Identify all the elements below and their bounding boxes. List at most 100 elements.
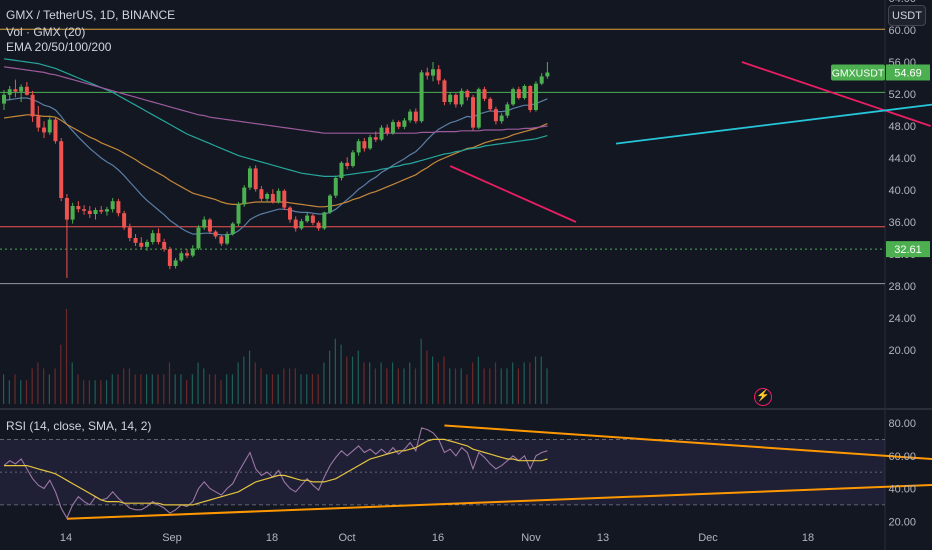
volume-bar: [386, 368, 388, 404]
candle-body: [87, 210, 92, 214]
volume-bar: [449, 368, 451, 404]
volume-bar: [71, 362, 73, 404]
candle-body: [499, 115, 504, 122]
candle-body: [528, 86, 533, 110]
alert-clock-icon[interactable]: ⚡: [754, 388, 772, 406]
candle-body: [522, 86, 527, 98]
time-tick-label: Nov: [521, 532, 541, 544]
volume-bar: [100, 380, 102, 404]
volume-bar: [466, 374, 468, 404]
volume-legend: Vol · GMX (20): [6, 25, 86, 39]
candle-body: [185, 253, 190, 256]
candle-body: [505, 104, 510, 116]
time-tick-label: Oct: [338, 532, 355, 544]
volume-bar: [105, 380, 108, 404]
candle-body: [402, 120, 407, 127]
volume-bar: [220, 380, 222, 404]
candle-body: [288, 207, 292, 220]
candle-body: [482, 89, 487, 99]
candle-body: [431, 69, 435, 76]
candle-body: [64, 198, 69, 220]
volume-bar: [300, 374, 302, 404]
candle-body: [19, 86, 24, 92]
candle-body: [173, 260, 178, 266]
symbol-tag-text: GMXUSDT: [832, 67, 885, 79]
candle-body: [305, 215, 310, 222]
time-tick-label: 18: [266, 532, 278, 544]
volume-bar: [254, 362, 256, 404]
rsi-tick-label: 60.00: [888, 451, 916, 463]
candle-body: [471, 97, 476, 128]
rsi-trendline: [444, 424, 932, 461]
candle-body: [253, 168, 258, 190]
volume-bar: [208, 374, 211, 404]
time-axis: 14 Sep 18 Oct 16 Nov 13 Dec 18: [60, 532, 814, 544]
candle-body: [425, 72, 430, 76]
currency-button[interactable]: USDT: [888, 5, 926, 26]
candle-body: [511, 89, 516, 105]
candle-body: [545, 72, 550, 77]
candle-body: [345, 162, 350, 166]
volume-bar: [489, 368, 491, 404]
volume-bar: [351, 356, 354, 404]
volume-bar: [146, 374, 148, 404]
candle-body: [413, 111, 418, 122]
price-tick-label: 48.00: [888, 121, 916, 133]
candle-body: [436, 69, 441, 81]
volume-bar: [277, 374, 279, 404]
candle-body: [247, 168, 252, 188]
volume-bar: [94, 380, 96, 404]
ema-line: [3, 58, 548, 177]
candle-body: [390, 122, 395, 134]
volume-bar: [260, 368, 262, 404]
volume-bar: [460, 368, 462, 404]
candle-body: [236, 204, 241, 224]
volume-bar: [157, 374, 159, 404]
volume-bar: [111, 374, 113, 404]
rsi-tick-label: 20.00: [888, 516, 916, 528]
volume-bar: [546, 368, 548, 404]
volume-bar: [283, 368, 285, 404]
candle-body: [299, 221, 304, 229]
candle-body: [196, 227, 201, 249]
candle-body: [465, 90, 470, 98]
price-tag-text: 54.69: [894, 67, 922, 79]
symbol-title: GMX / TetherUS, 1D, BINANCE: [6, 8, 176, 22]
candle-body: [516, 89, 521, 98]
volume-bar: [472, 362, 474, 404]
price-tick-label: 36.00: [888, 217, 916, 229]
volume-bar: [529, 362, 531, 404]
candle-body: [122, 213, 127, 228]
candle-body: [419, 72, 424, 122]
candle-body: [30, 94, 35, 117]
volume-bar: [186, 380, 188, 404]
candle-body: [36, 116, 41, 128]
volume-bars: [3, 309, 548, 404]
candle-body: [133, 238, 138, 243]
candle-body: [385, 127, 390, 134]
volume-bar: [117, 374, 119, 404]
volume-bar: [340, 344, 342, 404]
candle-body: [310, 215, 315, 223]
candle-body: [270, 194, 275, 202]
volume-bar: [3, 374, 5, 404]
candle-body: [156, 233, 161, 242]
volume-bar: [226, 374, 228, 404]
candle-body: [476, 89, 481, 128]
price-tick-label: 52.00: [888, 89, 916, 101]
volume-bar: [334, 338, 336, 404]
ema-legend: EMA 20/50/100/200: [6, 40, 112, 54]
candle-body: [328, 195, 333, 213]
volume-bar: [134, 374, 136, 404]
volume-bar: [414, 368, 417, 404]
volume-bar: [20, 380, 22, 404]
candle-body: [442, 80, 447, 102]
candle-body: [99, 210, 104, 212]
level-tag: [886, 241, 930, 258]
candle-body: [459, 90, 464, 105]
volume-bar: [128, 368, 131, 404]
volume-bar: [197, 362, 199, 404]
candle-body: [362, 141, 367, 149]
